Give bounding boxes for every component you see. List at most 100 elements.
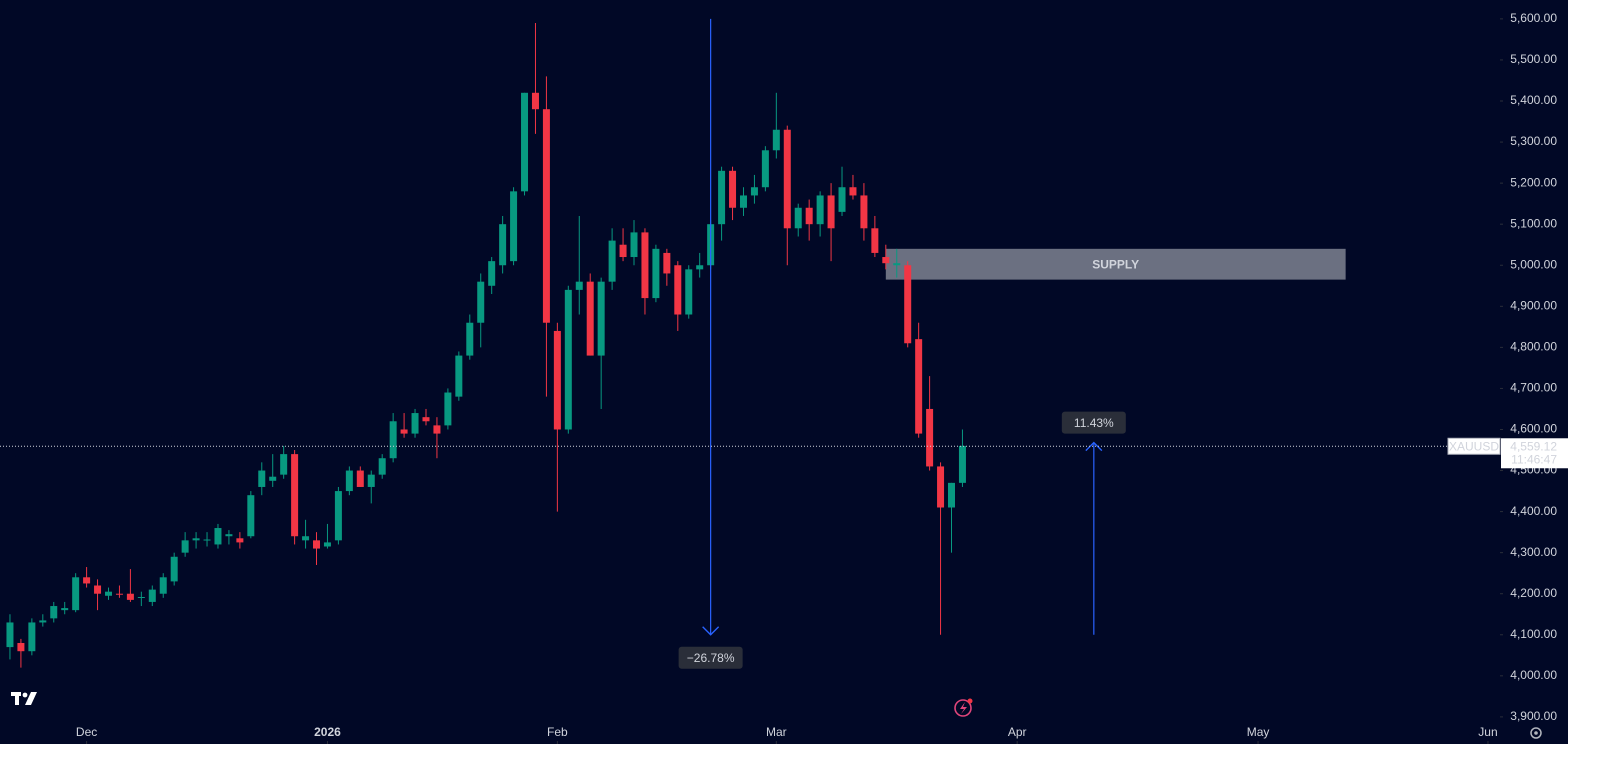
candle-body bbox=[542, 109, 550, 323]
candle-body bbox=[893, 263, 901, 266]
measure-label-box bbox=[1061, 411, 1126, 434]
candle-body bbox=[378, 458, 386, 475]
y-tick-label: 5,500.00 bbox=[1510, 52, 1557, 66]
y-tick-label: 3,900.00 bbox=[1510, 709, 1557, 723]
candle-body bbox=[258, 470, 266, 487]
candle-body bbox=[94, 585, 102, 594]
candle-body bbox=[630, 232, 638, 258]
candle-body bbox=[947, 482, 955, 508]
candle-body bbox=[958, 445, 966, 483]
candle-body bbox=[871, 228, 879, 253]
countdown-label: 11:46:47 bbox=[1511, 452, 1557, 466]
candle-body bbox=[137, 597, 145, 599]
candle-body bbox=[126, 593, 134, 600]
candle-body bbox=[39, 620, 47, 623]
candle-body bbox=[148, 589, 156, 602]
y-tick-label: 4,600.00 bbox=[1510, 422, 1557, 436]
candle-body bbox=[882, 257, 890, 264]
y-tick-label: 4,800.00 bbox=[1510, 340, 1557, 354]
candle-body bbox=[783, 129, 791, 229]
candle-body bbox=[696, 265, 704, 270]
candle-body bbox=[739, 195, 747, 208]
candle-body bbox=[280, 454, 288, 475]
candle-body bbox=[455, 355, 463, 397]
candle-body bbox=[466, 322, 474, 356]
candle-body bbox=[356, 470, 364, 487]
x-tick-label: Jun bbox=[1478, 725, 1497, 739]
candle-body bbox=[718, 170, 726, 225]
candle-body bbox=[926, 408, 934, 467]
symbol-label: XAUUSD bbox=[1449, 439, 1499, 453]
arrow-head bbox=[702, 626, 720, 636]
candle-body bbox=[302, 536, 310, 541]
y-tick-label: 5,100.00 bbox=[1510, 216, 1557, 230]
x-tick-label: 2026 bbox=[314, 725, 341, 739]
candles bbox=[6, 22, 966, 668]
candle-body bbox=[400, 429, 408, 434]
candle-body bbox=[586, 281, 594, 356]
candle-body bbox=[575, 281, 583, 290]
y-tick-label: 4,300.00 bbox=[1510, 545, 1557, 559]
y-tick-label: 5,200.00 bbox=[1510, 175, 1557, 189]
candle-body bbox=[663, 252, 671, 274]
chart-background bbox=[0, 0, 1568, 744]
candle-body bbox=[334, 491, 342, 541]
candle-body bbox=[422, 417, 430, 422]
candle-body bbox=[225, 534, 233, 537]
candle-body bbox=[170, 556, 178, 582]
candle-body bbox=[849, 187, 857, 196]
candle-body bbox=[192, 538, 200, 541]
candle-body bbox=[915, 339, 923, 434]
candle-body bbox=[805, 207, 813, 225]
candle-body bbox=[313, 540, 321, 549]
price-label: 4,559.12 bbox=[1510, 439, 1557, 453]
candle-body bbox=[477, 281, 485, 323]
candle-body bbox=[6, 622, 14, 648]
candle-body bbox=[619, 244, 627, 258]
settings-icon[interactable] bbox=[1530, 727, 1542, 739]
candle-body bbox=[159, 577, 167, 594]
x-tick-label: Apr bbox=[1008, 725, 1027, 739]
candle-body bbox=[389, 421, 397, 459]
candle-body bbox=[729, 170, 737, 208]
candle-body bbox=[510, 191, 518, 262]
candle-body bbox=[860, 195, 868, 229]
candle-body bbox=[411, 413, 419, 434]
supply-zone-label: SUPPLY bbox=[1092, 257, 1139, 271]
y-tick-label: 5,400.00 bbox=[1510, 93, 1557, 107]
candle-body bbox=[28, 622, 36, 652]
candle-body bbox=[597, 281, 605, 356]
candle-body bbox=[345, 470, 353, 492]
candle-body bbox=[115, 593, 123, 595]
y-tick-label: 4,400.00 bbox=[1510, 504, 1557, 518]
y-tick-label: 4,200.00 bbox=[1510, 586, 1557, 600]
y-tick-label: 5,000.00 bbox=[1510, 257, 1557, 271]
candle-body bbox=[323, 542, 331, 547]
lightning-icon[interactable] bbox=[954, 698, 973, 717]
tradingview-logo bbox=[11, 692, 37, 705]
supply-zone bbox=[885, 248, 1346, 280]
candle-body bbox=[499, 224, 507, 266]
candle-body bbox=[181, 540, 189, 553]
x-tick-label: Dec bbox=[76, 725, 97, 739]
candle-body bbox=[104, 591, 112, 596]
x-tick-label: May bbox=[1247, 725, 1270, 739]
arrow-head bbox=[1085, 441, 1103, 452]
candle-body bbox=[816, 195, 824, 225]
candle-body bbox=[641, 232, 649, 299]
y-tick-label: 5,300.00 bbox=[1510, 134, 1557, 148]
y-tick-label: 4,100.00 bbox=[1510, 627, 1557, 641]
measure-label: 11.43% bbox=[1074, 416, 1114, 430]
candle-body bbox=[531, 92, 539, 110]
candle-body bbox=[214, 528, 222, 545]
candle-body bbox=[433, 425, 441, 434]
candle-body bbox=[444, 392, 452, 426]
candle-body bbox=[247, 495, 255, 537]
candle-body bbox=[72, 577, 80, 611]
candle-body bbox=[236, 538, 244, 543]
candle-body bbox=[827, 195, 835, 229]
y-tick-label: 5,600.00 bbox=[1510, 11, 1557, 25]
candle-body bbox=[50, 606, 58, 619]
